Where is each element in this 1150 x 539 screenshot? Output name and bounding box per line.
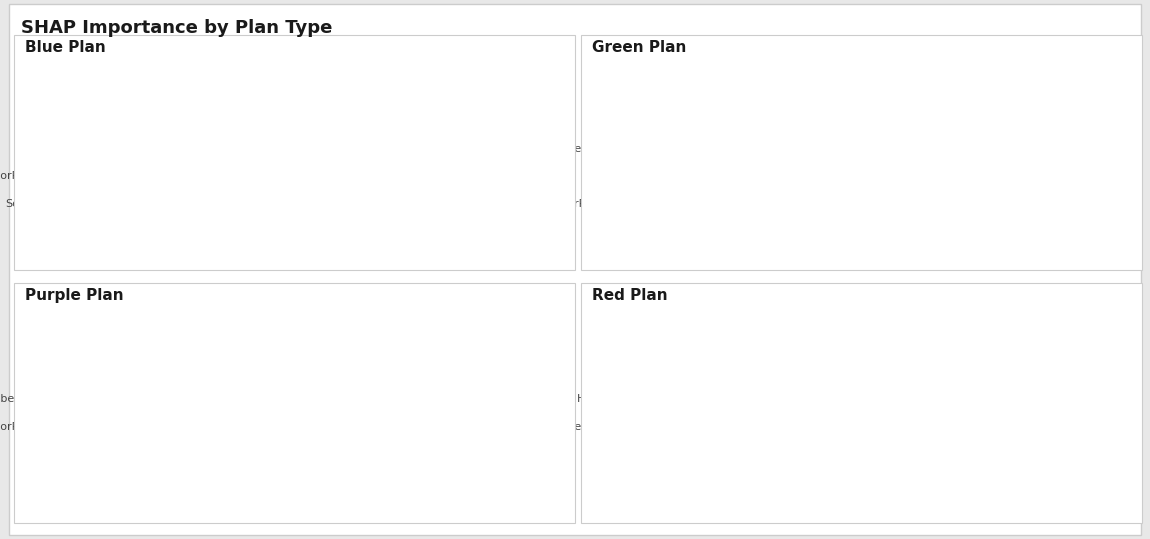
Bar xyxy=(86,195,99,210)
Bar xyxy=(86,447,108,462)
Bar xyxy=(653,447,669,462)
Bar xyxy=(653,140,693,155)
X-axis label: Average Absolute SHAP Value: Average Absolute SHAP Value xyxy=(239,241,405,251)
Bar xyxy=(653,113,729,128)
Bar xyxy=(653,168,683,183)
Bar xyxy=(653,390,680,406)
Bar xyxy=(653,419,673,434)
Bar xyxy=(86,168,102,183)
Text: SHAP Importance by Plan Type: SHAP Importance by Plan Type xyxy=(21,19,332,37)
Bar xyxy=(86,85,129,100)
Text: Green Plan: Green Plan xyxy=(592,40,687,56)
Bar xyxy=(653,195,680,210)
Bar xyxy=(86,419,113,434)
Text: Red Plan: Red Plan xyxy=(592,288,668,303)
Bar xyxy=(653,334,1050,349)
Bar xyxy=(86,390,126,406)
Bar xyxy=(86,140,113,155)
X-axis label: Average Absolute SHAP Value: Average Absolute SHAP Value xyxy=(239,493,405,503)
Bar xyxy=(86,113,122,128)
Text: Blue Plan: Blue Plan xyxy=(25,40,106,56)
Bar xyxy=(653,362,687,378)
Bar xyxy=(653,85,828,100)
Y-axis label: Feature: Feature xyxy=(527,127,537,169)
Text: Purple Plan: Purple Plan xyxy=(25,288,124,303)
X-axis label: Average Absolute SHAP Value: Average Absolute SHAP Value xyxy=(806,241,972,251)
Bar xyxy=(86,362,170,378)
Y-axis label: Feature: Feature xyxy=(527,377,537,419)
Bar xyxy=(86,334,261,349)
X-axis label: Average Absolute SHAP Value: Average Absolute SHAP Value xyxy=(806,493,972,503)
